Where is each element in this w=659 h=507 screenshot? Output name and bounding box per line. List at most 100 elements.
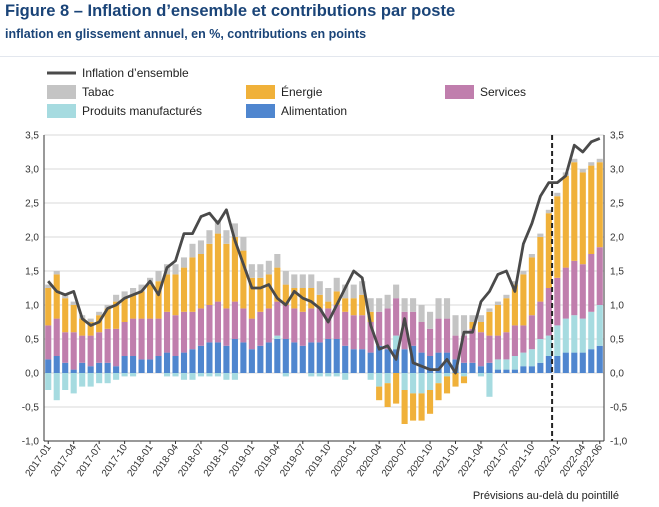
- bar-manufactures: [443, 373, 451, 377]
- bar-energie: [155, 281, 162, 319]
- bar-tabac: [138, 284, 145, 292]
- bar-tabac: [367, 298, 374, 312]
- legend-label-ensemble: Inflation d’ensemble: [82, 66, 189, 80]
- bar-manufactures: [427, 373, 434, 390]
- bar-energie: [240, 250, 247, 309]
- legend-label-alimentation: Alimentation: [281, 104, 347, 118]
- bar-manufactures: [511, 356, 518, 370]
- bar-services: [528, 315, 535, 350]
- bar-tabac: [376, 298, 383, 312]
- y-tick-label-left: 2,0: [25, 233, 39, 244]
- bar-energie: [486, 311, 493, 336]
- bar-manufactures: [460, 373, 468, 377]
- bar-tabac: [384, 294, 391, 309]
- legend-swatch-energie: [246, 85, 275, 99]
- bar-energie: [376, 386, 383, 401]
- bar-alimentation: [367, 352, 374, 373]
- bar-services: [138, 318, 145, 360]
- bar-alimentation: [172, 356, 179, 373]
- bar-energie: [410, 393, 417, 421]
- y-tick-label-left: 2,5: [25, 199, 39, 210]
- bar-tabac: [96, 311, 103, 316]
- legend-swatch-services: [445, 85, 474, 99]
- bar-alimentation: [537, 362, 544, 373]
- bar-alimentation: [265, 342, 272, 373]
- bar-energie: [121, 298, 128, 322]
- bar-energie: [265, 274, 272, 309]
- bar-energie: [206, 243, 213, 305]
- bar-energie: [596, 162, 603, 248]
- bar-alimentation: [469, 362, 476, 373]
- bar-manufactures: [45, 373, 52, 390]
- bar-tabac: [53, 271, 60, 275]
- bar-alimentation: [528, 366, 535, 373]
- bar-tabac: [121, 291, 128, 299]
- bar-tabac: [248, 264, 255, 278]
- bar-alimentation: [316, 342, 323, 373]
- bar-alimentation: [443, 352, 451, 373]
- bar-alimentation: [163, 352, 171, 373]
- bar-alimentation: [435, 352, 442, 373]
- bar-manufactures: [494, 359, 501, 370]
- bar-alimentation: [53, 356, 60, 373]
- bar-services: [223, 308, 230, 346]
- bar-tabac: [443, 298, 451, 319]
- bar-energie: [79, 318, 86, 336]
- bar-tabac: [308, 274, 315, 288]
- bar-services: [62, 332, 69, 363]
- bar-alimentation: [401, 349, 408, 373]
- bar-manufactures: [172, 373, 179, 377]
- bar-tabac: [265, 260, 272, 275]
- bar-energie: [418, 393, 425, 421]
- bar-manufactures: [163, 373, 171, 377]
- bar-manufactures: [180, 373, 188, 380]
- bar-energie: [231, 237, 238, 302]
- bar-alimentation: [588, 349, 595, 373]
- bar-alimentation: [596, 345, 603, 373]
- bar-alimentation: [79, 362, 86, 373]
- bar-tabac: [240, 237, 247, 251]
- bar-energie: [545, 213, 552, 288]
- bar-tabac: [70, 301, 77, 305]
- bar-services: [427, 328, 434, 356]
- bar-alimentation: [299, 345, 306, 373]
- bar-manufactures: [486, 373, 493, 397]
- bar-services: [376, 311, 383, 346]
- bar-tabac: [579, 169, 586, 173]
- bar-tabac: [62, 294, 69, 299]
- bar-manufactures: [316, 373, 323, 377]
- bar-energie: [588, 165, 595, 254]
- bar-services: [393, 298, 400, 336]
- bar-manufactures: [562, 318, 569, 353]
- bar-tabac: [554, 192, 561, 197]
- bar-services: [79, 335, 86, 363]
- bar-alimentation: [486, 362, 493, 373]
- bar-energie: [503, 298, 510, 333]
- bar-services: [477, 332, 485, 367]
- bar-manufactures: [520, 352, 527, 367]
- bar-alimentation: [325, 339, 332, 373]
- bar-tabac: [477, 315, 485, 322]
- bar-services: [70, 332, 77, 370]
- bar-services: [45, 325, 52, 360]
- bar-manufactures: [62, 373, 69, 390]
- bar-energie: [87, 322, 94, 336]
- bar-services: [562, 267, 569, 319]
- bar-manufactures: [503, 359, 510, 370]
- bar-alimentation: [520, 366, 527, 373]
- bar-services: [503, 332, 510, 360]
- y-tick-label-left: -0,5: [22, 403, 40, 414]
- bar-alimentation: [308, 342, 315, 373]
- bar-manufactures: [477, 373, 485, 377]
- bar-services: [325, 308, 332, 339]
- bar-manufactures: [435, 373, 442, 384]
- bar-tabac: [545, 209, 552, 214]
- bar-energie: [180, 267, 188, 312]
- forecast-note: Prévisions au-delà du pointillé: [472, 490, 619, 502]
- bar-services: [418, 322, 425, 353]
- bar-alimentation: [104, 362, 111, 373]
- bar-energie: [214, 233, 221, 302]
- y-tick-label-right: 1,5: [610, 267, 624, 278]
- bar-tabac: [189, 243, 196, 258]
- bar-manufactures: [70, 373, 77, 394]
